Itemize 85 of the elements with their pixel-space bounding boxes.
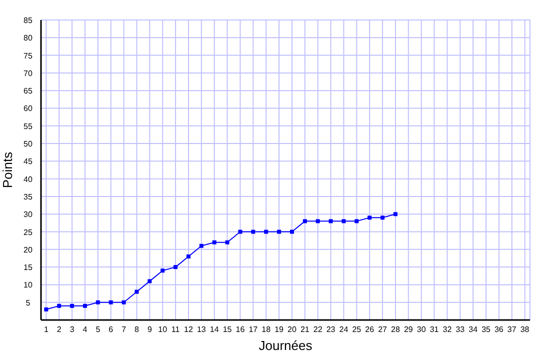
point: [108, 300, 113, 304]
x-tick-label: 28: [391, 325, 400, 334]
point: [212, 240, 216, 244]
y-tick-label: 30: [24, 210, 33, 220]
y-tick-label: 45: [24, 157, 33, 166]
point: [186, 254, 190, 258]
x-tick-label: 27: [378, 325, 388, 334]
point: [70, 304, 74, 308]
x-tick-label: 35: [482, 325, 492, 334]
x-tick-label: 30: [416, 325, 426, 334]
x-axis-title: Journées: [258, 338, 313, 353]
point: [160, 268, 165, 273]
y-tick-label: 80: [24, 34, 33, 43]
x-tick-label: 3: [70, 325, 75, 334]
x-tick-label: 32: [442, 325, 452, 334]
x-tick-label: 19: [274, 325, 284, 334]
point: [96, 300, 100, 304]
x-tick-label: 11: [171, 325, 180, 334]
x-tick-label: 14: [210, 325, 220, 334]
point: [264, 230, 268, 234]
point: [368, 216, 372, 220]
x-tick-label: 5: [96, 325, 101, 334]
y-tick-label: 50: [24, 140, 33, 149]
x-tick-label: 37: [507, 325, 517, 334]
y-tick-label: 40: [24, 174, 33, 184]
x-tick-label: 1: [44, 325, 49, 334]
x-tick-label: 36: [494, 325, 504, 334]
x-tick-label: 6: [108, 325, 114, 334]
x-tick-label: 13: [196, 325, 206, 334]
x-tick-label: 10: [158, 325, 168, 334]
point: [238, 230, 242, 234]
x-tick-label: 16: [236, 325, 246, 334]
x-tick-label: 29: [404, 325, 414, 334]
y-tick-label: 75: [24, 51, 33, 60]
point: [174, 265, 178, 270]
point: [57, 304, 62, 308]
y-axis-title: Points: [0, 151, 15, 188]
point: [393, 212, 398, 216]
x-tick-label: 2: [56, 325, 62, 334]
point: [225, 240, 230, 244]
x-tick-label: 22: [313, 325, 323, 334]
point: [380, 216, 385, 220]
point: [44, 307, 48, 312]
point: [122, 300, 126, 304]
point: [302, 219, 307, 224]
y-tick-label: 10: [24, 280, 33, 290]
y-tick-label: 20: [24, 245, 33, 254]
point: [251, 230, 256, 234]
x-tick-label: 8: [134, 325, 140, 334]
y-tick-label: 25: [24, 228, 33, 237]
y-tick-label: 5: [26, 298, 31, 308]
y-tick-label: 70: [24, 68, 33, 78]
x-tick-label: 17: [248, 325, 258, 334]
point: [342, 219, 346, 224]
x-tick-label: 23: [326, 325, 336, 334]
y-tick-label: 65: [24, 86, 33, 96]
point: [134, 290, 139, 294]
y-tick-label: 55: [24, 122, 33, 131]
y-tick-label: 15: [24, 263, 33, 272]
x-tick-label: 7: [122, 325, 127, 334]
x-tick-label: 25: [352, 325, 362, 334]
x-tick-label: 31: [430, 325, 440, 334]
x-tick-label: 18: [262, 325, 272, 334]
point: [354, 219, 359, 224]
point: [148, 279, 152, 284]
point: [316, 219, 320, 224]
x-tick-label: 9: [147, 325, 152, 334]
x-tick-label: 12: [184, 325, 194, 334]
point: [82, 304, 87, 308]
point: [290, 230, 294, 234]
x-tick-label: 4: [82, 325, 88, 334]
x-tick-label: 34: [468, 325, 478, 334]
x-tick-label: 15: [222, 325, 232, 334]
x-tick-label: 26: [365, 325, 375, 334]
x-tick-label: 20: [288, 325, 297, 334]
point: [277, 230, 282, 234]
y-tick-label: 85: [24, 16, 33, 25]
x-tick-label: 24: [339, 325, 349, 334]
y-tick-label: 60: [24, 104, 33, 114]
x-tick-label: 33: [456, 325, 466, 334]
x-tick-label: 21: [300, 325, 310, 334]
point: [328, 219, 333, 224]
y-tick-label: 35: [24, 192, 33, 202]
point: [199, 244, 204, 248]
x-tick-label: 38: [520, 325, 530, 334]
